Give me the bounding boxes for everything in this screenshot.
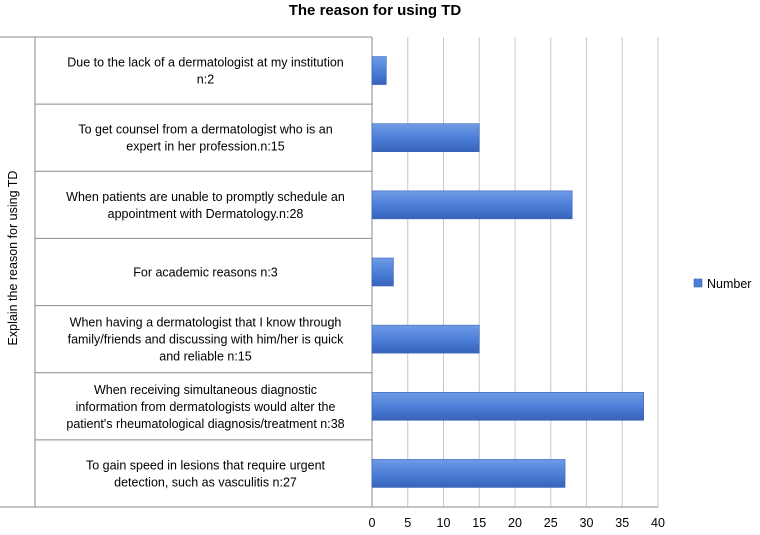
category-label: When receiving simultaneous diagnostic in… [66, 383, 344, 431]
category-label: Due to the lack of a dermatologist at my… [67, 56, 344, 87]
bar [371, 190, 573, 220]
legend-swatch [693, 278, 703, 288]
category-label-line: n:2 [197, 73, 214, 87]
x-tick-label: 20 [508, 516, 522, 530]
category-label: When patients are unable to promptly sch… [66, 190, 345, 221]
x-tick-label: 10 [437, 516, 451, 530]
category-labels: Due to the lack of a dermatologist at my… [66, 56, 345, 490]
category-label-line: detection, such as vasculitis n:27 [114, 475, 297, 489]
category-label-line: expert in her profession.n:15 [126, 140, 284, 154]
category-label-line: family/friends and discussing with him/h… [68, 333, 345, 347]
category-label-line: When having a dermatologist that I know … [70, 316, 342, 330]
bar [371, 123, 480, 153]
category-label-line: To gain speed in lesions that require ur… [86, 458, 326, 472]
bar [371, 257, 394, 287]
category-label-line: For academic reasons n:3 [133, 266, 278, 280]
category-label-line: patient's rheumatological diagnosis/trea… [66, 417, 344, 431]
legend-label: Number [707, 277, 751, 291]
bar [371, 459, 566, 488]
y-axis-label: Explain the reason for using TD [6, 171, 20, 346]
x-tick-label: 5 [404, 516, 411, 530]
category-label-line: Due to the lack of a dermatologist at my… [67, 56, 344, 70]
category-label: When having a dermatologist that I know … [68, 316, 345, 364]
bar [371, 324, 480, 354]
category-label-line: To get counsel from a dermatologist who … [78, 123, 332, 137]
x-tick-label: 25 [544, 516, 558, 530]
category-label: To get counsel from a dermatologist who … [78, 123, 332, 154]
bar [371, 391, 645, 421]
x-tick-label: 15 [472, 516, 486, 530]
x-tick-label: 35 [615, 516, 629, 530]
category-label-line: appointment with Dermatology.n:28 [108, 207, 304, 221]
category-label: For academic reasons n:3 [133, 266, 278, 280]
x-tick-label: 30 [580, 516, 594, 530]
category-label-line: When patients are unable to promptly sch… [66, 190, 345, 204]
legend: Number [693, 277, 751, 291]
chart-title: The reason for using TD [289, 2, 462, 19]
category-label-line: information from dermatologists would al… [76, 400, 336, 414]
x-tick-labels: 0 5 10 15 20 25 30 35 40 [369, 516, 665, 530]
bars [371, 56, 645, 488]
x-tick-label: 40 [651, 516, 665, 530]
category-label-line: and reliable n:15 [159, 350, 251, 364]
grid-lines [371, 37, 659, 508]
bar [371, 56, 387, 85]
category-label-line: When receiving simultaneous diagnostic [94, 383, 317, 397]
category-label: To gain speed in lesions that require ur… [86, 458, 326, 489]
category-table [0, 36, 372, 508]
x-tick-label: 0 [369, 516, 376, 530]
